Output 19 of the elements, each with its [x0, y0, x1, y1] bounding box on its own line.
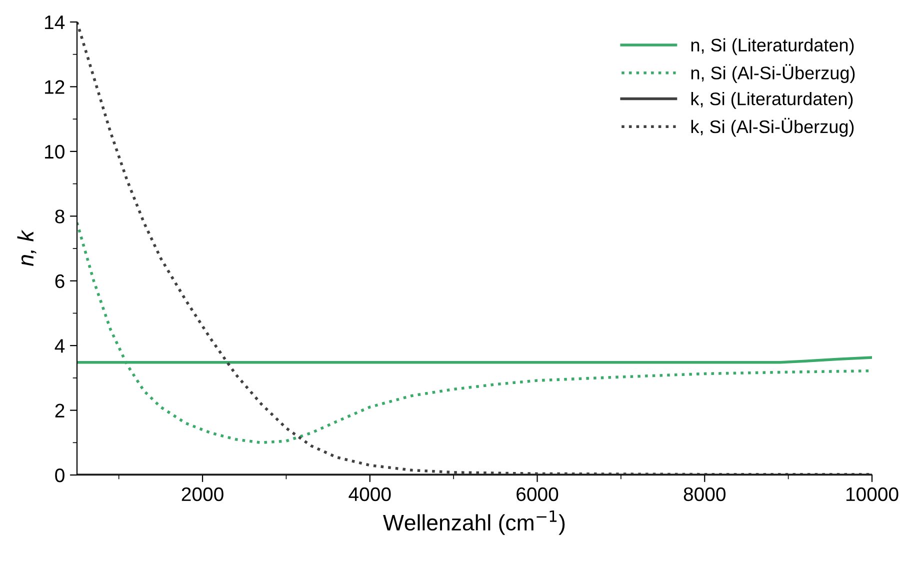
y-axis-title: n, k [17, 230, 36, 266]
x-tick-label: 8000 [684, 487, 726, 502]
y-tick-label: 6 [55, 274, 64, 288]
y-tick-label: 2 [55, 404, 64, 418]
y-tick-label: 10 [45, 144, 64, 159]
y-tick-label: 4 [54, 339, 65, 353]
y-tick-label: 14 [45, 16, 65, 30]
x-tick-label: 2000 [182, 487, 224, 502]
y-tick-label: 12 [45, 80, 64, 94]
legend-label: n, Si (Literaturdaten) [691, 38, 854, 56]
legend-label: k, Si (Al-Si-Überzug) [691, 118, 854, 137]
x-tick-label: 6000 [516, 487, 558, 502]
legend-label: k, Si (Literaturdaten) [691, 92, 853, 109]
y-tick-label: 8 [55, 210, 64, 224]
x-tick-label: 10000 [846, 487, 898, 502]
x-tick-label: 4000 [348, 487, 391, 502]
x-axis-title: Wellenzahl (cm$^{−1}$) [383, 510, 565, 535]
y-tick-label: 0 [55, 468, 64, 482]
legend-label: n, Si (Al-Si-Überzug) [691, 64, 855, 83]
